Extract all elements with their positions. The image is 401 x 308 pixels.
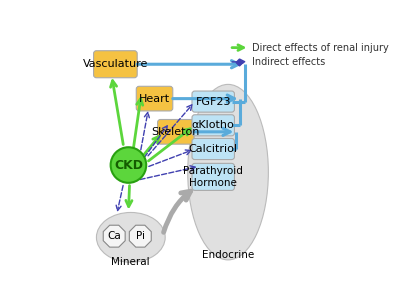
Text: Heart: Heart — [139, 94, 170, 103]
Text: Direct effects of renal injury: Direct effects of renal injury — [252, 43, 389, 53]
FancyBboxPatch shape — [158, 120, 194, 144]
Polygon shape — [103, 225, 125, 247]
Text: αKlotho: αKlotho — [192, 120, 235, 130]
Text: Vasculature: Vasculature — [83, 59, 148, 69]
Text: Skeleton: Skeleton — [152, 127, 200, 137]
Ellipse shape — [188, 84, 268, 260]
Text: Mineral: Mineral — [111, 257, 150, 267]
Polygon shape — [130, 225, 151, 247]
FancyBboxPatch shape — [192, 115, 235, 136]
FancyBboxPatch shape — [192, 139, 235, 160]
FancyBboxPatch shape — [192, 163, 235, 190]
Text: Indirect effects: Indirect effects — [252, 57, 325, 67]
Ellipse shape — [96, 213, 165, 262]
Text: Ca: Ca — [107, 231, 121, 241]
Text: CKD: CKD — [114, 159, 143, 172]
FancyBboxPatch shape — [136, 86, 173, 111]
FancyBboxPatch shape — [93, 51, 137, 78]
Text: FGF23: FGF23 — [195, 97, 231, 107]
Text: Endocrine: Endocrine — [202, 250, 254, 260]
Text: Calcitriol: Calcitriol — [189, 144, 238, 154]
Text: Pi: Pi — [136, 231, 145, 241]
Circle shape — [111, 147, 146, 183]
Text: Parathyroid
Hormone: Parathyroid Hormone — [183, 166, 243, 188]
FancyBboxPatch shape — [192, 91, 235, 112]
